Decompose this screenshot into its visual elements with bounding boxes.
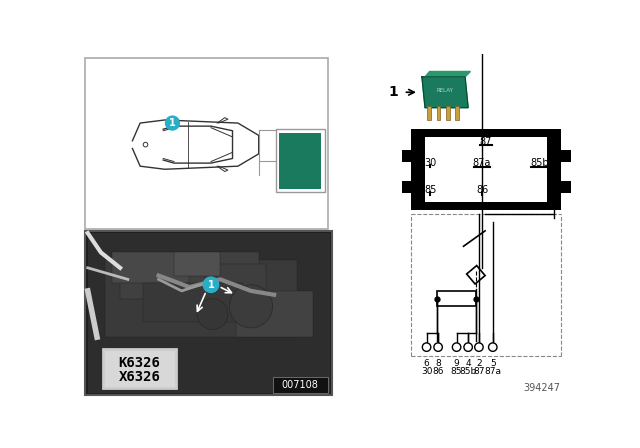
- Bar: [436, 106, 440, 120]
- Text: 1: 1: [207, 280, 214, 290]
- Bar: [105, 260, 297, 337]
- Circle shape: [197, 299, 228, 329]
- Text: 8: 8: [435, 359, 441, 368]
- Text: 30: 30: [421, 367, 432, 376]
- Bar: [402, 150, 413, 162]
- Text: X6326: X6326: [118, 370, 160, 384]
- Text: 1: 1: [169, 118, 176, 128]
- Bar: [280, 133, 321, 189]
- Bar: [402, 181, 413, 193]
- Bar: [560, 181, 570, 193]
- Bar: [411, 129, 561, 210]
- Text: RELAY: RELAY: [436, 88, 454, 93]
- Bar: [88, 233, 330, 392]
- Text: 87a: 87a: [473, 158, 491, 168]
- Text: 87a: 87a: [484, 367, 501, 376]
- Bar: [113, 252, 189, 283]
- Circle shape: [422, 343, 431, 351]
- Bar: [276, 129, 325, 192]
- Bar: [273, 377, 328, 392]
- Bar: [120, 252, 259, 299]
- Bar: [437, 291, 476, 306]
- Text: 5: 5: [490, 359, 495, 368]
- Circle shape: [464, 343, 472, 351]
- Text: 86: 86: [433, 367, 444, 376]
- Circle shape: [452, 343, 461, 351]
- Circle shape: [488, 343, 497, 351]
- Bar: [236, 291, 312, 337]
- Text: 87: 87: [479, 137, 492, 146]
- Bar: [455, 106, 459, 120]
- Bar: [103, 349, 176, 388]
- Circle shape: [434, 343, 442, 351]
- Bar: [143, 283, 243, 322]
- Text: 007108: 007108: [282, 380, 319, 390]
- Polygon shape: [425, 72, 470, 77]
- Text: 1: 1: [388, 85, 398, 99]
- Bar: [86, 231, 332, 395]
- Text: 6: 6: [424, 359, 429, 368]
- Bar: [560, 150, 570, 162]
- Text: 85: 85: [424, 185, 436, 195]
- Text: 9: 9: [454, 359, 460, 368]
- Bar: [86, 58, 328, 229]
- Text: 85b: 85b: [460, 367, 477, 376]
- Bar: [205, 264, 266, 291]
- Circle shape: [166, 116, 179, 130]
- Bar: [425, 137, 547, 202]
- Text: 394247: 394247: [524, 383, 561, 392]
- Text: 30: 30: [424, 158, 436, 168]
- Bar: [174, 252, 220, 276]
- Circle shape: [230, 285, 273, 328]
- Text: 85: 85: [451, 367, 462, 376]
- Bar: [467, 266, 485, 284]
- Text: K6326: K6326: [118, 356, 160, 370]
- Text: 2: 2: [476, 359, 482, 368]
- Circle shape: [204, 277, 219, 293]
- Polygon shape: [422, 77, 468, 108]
- Bar: [446, 106, 450, 120]
- Text: 85b: 85b: [531, 158, 549, 168]
- Text: 86: 86: [476, 185, 488, 195]
- Text: 87: 87: [473, 367, 484, 376]
- Bar: [428, 106, 431, 120]
- Circle shape: [475, 343, 483, 351]
- Text: 4: 4: [465, 359, 471, 368]
